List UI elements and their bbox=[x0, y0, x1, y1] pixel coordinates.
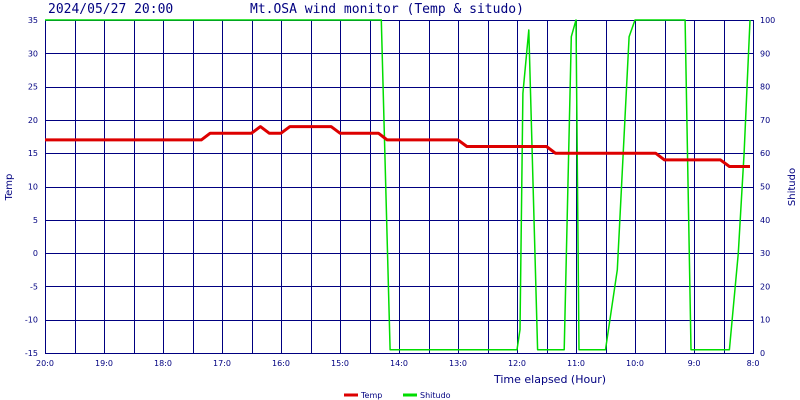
legend-label-temp: Temp bbox=[360, 391, 382, 400]
legend: Temp Shitudo bbox=[344, 391, 451, 400]
y2-axis-label: Shitudo bbox=[787, 168, 798, 206]
y2-tick-label: 10 bbox=[760, 316, 770, 325]
y2-tick-label: 90 bbox=[760, 49, 770, 58]
x-tick-label: 19:0 bbox=[95, 359, 113, 368]
y-tick-label: 25 bbox=[28, 83, 38, 92]
x-tick-label: 8:0 bbox=[747, 359, 760, 368]
x-tick-label: 10:0 bbox=[626, 359, 644, 368]
y2-tick-label: 30 bbox=[760, 249, 770, 258]
y2-tick-label: 100 bbox=[760, 16, 775, 25]
y2-tick-label: 80 bbox=[760, 83, 770, 92]
x-tick-label: 15:0 bbox=[331, 359, 349, 368]
y2-tick-label: 50 bbox=[760, 183, 770, 192]
series-lines bbox=[45, 19, 751, 351]
y-axis-label: Temp bbox=[4, 174, 15, 202]
y2-tick-label: 40 bbox=[760, 216, 770, 225]
y-tick-label: 0 bbox=[33, 249, 38, 258]
x-tick-label: 13:0 bbox=[449, 359, 467, 368]
y-tick-label: 20 bbox=[28, 116, 38, 125]
y2-tick-label: 0 bbox=[760, 349, 765, 358]
x-tick-label: 11:0 bbox=[567, 359, 585, 368]
y-tick-label: 30 bbox=[28, 49, 38, 58]
x-tick-label: 18:0 bbox=[154, 359, 172, 368]
y2-tick-labels: 0 10 20 30 40 50 60 70 80 90 100 bbox=[760, 16, 775, 358]
plot-border bbox=[45, 20, 754, 354]
y-tick-label: -5 bbox=[30, 282, 38, 291]
x-tick-label: 17:0 bbox=[213, 359, 231, 368]
x-tick-labels: 20:0 19:0 18:0 17:0 16:0 15:0 14:0 13:0 12:0 11:0… bbox=[36, 359, 759, 368]
y-tick-label: 5 bbox=[33, 216, 38, 225]
y2-tick-label: 70 bbox=[760, 116, 770, 125]
chart-title: Mt.OSA wind monitor (Temp & situdo) bbox=[250, 2, 524, 17]
x-tick-label: 14:0 bbox=[390, 359, 408, 368]
y2-tick-label: 20 bbox=[760, 282, 770, 291]
y-tick-label: -15 bbox=[25, 349, 38, 358]
y-tick-label: 15 bbox=[28, 149, 38, 158]
y-tick-label: -10 bbox=[25, 316, 38, 325]
y-tick-label: 10 bbox=[28, 183, 38, 192]
y-tick-labels: -15 -10 -5 0 5 10 15 20 25 30 35 bbox=[25, 16, 38, 358]
series-line-temp bbox=[45, 125, 750, 168]
plot-area bbox=[45, 19, 754, 354]
x-tick-label: 20:0 bbox=[36, 359, 54, 368]
series-line-shitudo bbox=[45, 19, 751, 351]
x-tick-label: 12:0 bbox=[508, 359, 526, 368]
grid bbox=[45, 20, 754, 354]
y-tick-label: 35 bbox=[28, 16, 38, 25]
x-axis-label: Time elapsed (Hour) bbox=[493, 373, 606, 386]
legend-label-shitudo: Shitudo bbox=[420, 391, 451, 400]
x-tick-label: 16:0 bbox=[272, 359, 290, 368]
timestamp-label: 2024/05/27 20:00 bbox=[48, 2, 173, 17]
x-tick-label: 9:0 bbox=[688, 359, 701, 368]
y2-tick-label: 60 bbox=[760, 149, 770, 158]
